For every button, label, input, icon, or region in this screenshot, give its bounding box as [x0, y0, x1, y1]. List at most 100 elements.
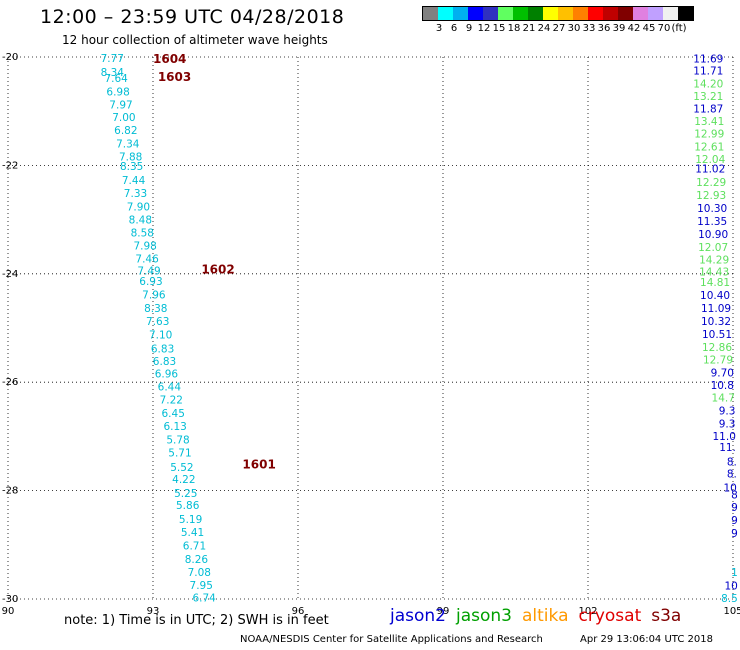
- wave-height-value: 11.0: [713, 431, 736, 443]
- wave-height-value: 7.98: [133, 241, 156, 253]
- legend-label: 36: [597, 23, 611, 34]
- legend-swatch: [648, 7, 663, 20]
- wave-height-value: 6.13: [163, 421, 186, 433]
- legend-label: 9: [465, 23, 473, 34]
- wave-height-value: 6.96: [155, 369, 179, 381]
- map-grid: [8, 56, 733, 600]
- track-number-label: 1601: [242, 458, 275, 472]
- satellite-name: cryosat: [578, 606, 642, 626]
- y-tick-label: -30: [2, 594, 18, 605]
- color-swatches: [422, 6, 694, 21]
- wave-height-value: 1: [731, 567, 738, 579]
- wave-height-value: 12.04: [695, 154, 725, 166]
- legend-swatch: [528, 7, 543, 20]
- wave-height-value: 7.95: [190, 580, 213, 592]
- wave-height-value: 12.99: [694, 128, 724, 140]
- legend-swatch: [498, 7, 513, 20]
- wave-height-value: 5.78: [166, 435, 189, 447]
- legend-swatch: [513, 7, 528, 20]
- legend-swatch: [618, 7, 633, 20]
- wave-height-value: 6.98: [106, 87, 129, 99]
- wave-height-value: 12.07: [698, 242, 728, 254]
- wave-height-value: 7.96: [142, 289, 166, 301]
- page-subtitle: 12 hour collection of altimeter wave hei…: [62, 33, 328, 47]
- wave-height-value: 7.97: [109, 100, 132, 112]
- x-tick-label: 99: [437, 606, 450, 617]
- wave-height-value: 7.33: [124, 188, 147, 200]
- legend-label: 70: [657, 23, 671, 34]
- latitude-axis: -20 -22 -24 -26 -28 -30: [2, 52, 18, 605]
- longitude-axis: 90 93 96 99 102 105: [2, 606, 740, 617]
- wave-height-value: 7.34: [116, 139, 140, 151]
- wave-height-value: 9.3: [719, 405, 736, 417]
- legend-swatch: [678, 7, 693, 20]
- legend-label: 27: [552, 23, 566, 34]
- track-number-label: 1604: [153, 52, 186, 66]
- wave-height-value: 7.63: [146, 316, 169, 328]
- wave-height-value: 6.74: [192, 592, 216, 604]
- wave-height-value: 6.83: [153, 356, 176, 368]
- satellite-name: altika: [522, 606, 569, 626]
- wave-height-value: 8.26: [185, 554, 209, 566]
- wave-height-value: 6.83: [151, 344, 174, 356]
- track-number-label: 1602: [201, 262, 234, 276]
- legend-swatch: [483, 7, 498, 20]
- wave-height-value: 13.41: [694, 116, 724, 128]
- wave-height-value: 5.52: [170, 462, 193, 474]
- color-scale-legend: 3 6 9 12 15 18 21 24 27 30 33 36 39 42 45 70 (ft): [422, 6, 694, 35]
- wave-height-value: 8.35: [120, 161, 143, 173]
- legend-swatch: [423, 7, 438, 20]
- wave-height-value: 11.71: [693, 66, 723, 78]
- wave-height-value: 11.35: [697, 216, 727, 228]
- wave-height-value: 10.30: [697, 203, 727, 215]
- wave-height-value: 10.32: [701, 316, 731, 328]
- wave-height-value: 5.25: [174, 488, 197, 500]
- x-tick-label: 105: [723, 606, 740, 617]
- wave-height-value: 6.44: [158, 382, 182, 394]
- wave-height-value: 7.77: [101, 53, 124, 65]
- wave-height-value: 14.81: [700, 277, 730, 289]
- legend-swatch: [573, 7, 588, 20]
- wave-height-value: 9: [731, 502, 738, 514]
- legend-label: 12: [477, 23, 491, 34]
- y-tick-label: -26: [2, 377, 18, 388]
- wave-height-value: 7.22: [160, 395, 183, 407]
- legend-swatch: [438, 7, 453, 20]
- wave-height-value: 7.90: [127, 202, 150, 214]
- wave-height-value: 11.87: [693, 103, 723, 115]
- x-tick-label: 93: [147, 606, 160, 617]
- wave-height-value: 10.51: [702, 329, 732, 341]
- wave-height-value: 10: [724, 580, 737, 592]
- wave-height-value: 10.40: [700, 290, 730, 302]
- wave-height-value: 12.93: [696, 190, 726, 202]
- legend-label: 24: [537, 23, 551, 34]
- x-tick-label: 102: [578, 606, 597, 617]
- y-tick-label: -24: [2, 269, 18, 280]
- wave-height-value: 7.44: [122, 175, 146, 187]
- wave-height-value: 12.86: [702, 342, 732, 354]
- wave-height-value: 11.: [719, 442, 736, 454]
- page-title: 12:00 – 23:59 UTC 04/28/2018: [40, 6, 345, 28]
- wave-height-value: 12.29: [696, 177, 726, 189]
- wave-height-value: 6.71: [183, 540, 206, 552]
- wave-height-value: 4.22: [172, 474, 195, 486]
- x-tick-label: 96: [292, 606, 305, 617]
- y-tick-label: -28: [2, 486, 18, 497]
- wave-height-value: 7.49: [137, 266, 160, 278]
- wave-height-value: 5.19: [179, 514, 202, 526]
- y-tick-label: -20: [2, 52, 18, 63]
- wave-height-value: 9: [731, 528, 738, 540]
- wave-height-value: 12.61: [694, 141, 724, 153]
- wave-height-value: 8.48: [129, 215, 152, 227]
- satellite-key: jason2 jason3 altika cryosat s3a: [390, 606, 691, 626]
- west-track: 7.77 8.347.64 6.987.977.006.82 7.347.888.35…: [101, 53, 217, 604]
- wave-height-value: 11.02: [695, 164, 725, 176]
- wave-height-value: 8.34: [101, 67, 125, 79]
- legend-label: 21: [522, 23, 536, 34]
- wave-height-value: 5.41: [181, 527, 204, 539]
- wave-height-value: 14.43: [699, 267, 729, 279]
- wave-height-value: 8: [731, 489, 738, 501]
- legend-swatch: [603, 7, 618, 20]
- legend-label: 3: [435, 23, 443, 34]
- legend-label: 30: [567, 23, 581, 34]
